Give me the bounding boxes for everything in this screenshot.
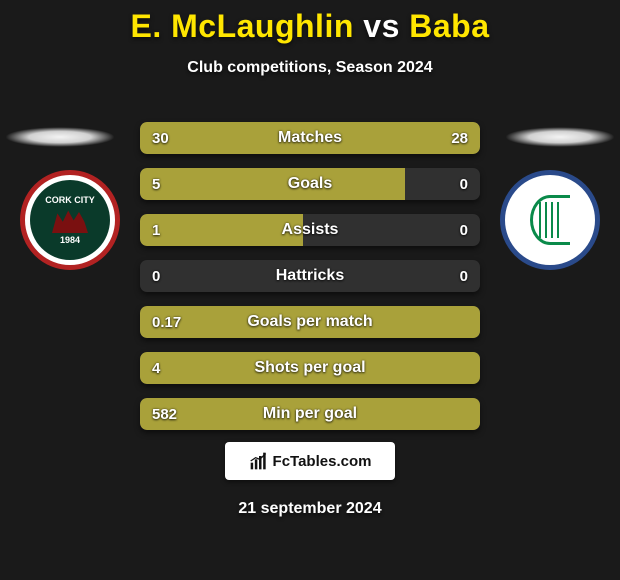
stat-label: Hattricks [140, 260, 480, 292]
harp-icon [530, 195, 570, 245]
stat-row: 0Hattricks0 [140, 260, 480, 292]
crest-right-inner [510, 180, 590, 260]
brand-badge: FcTables.com [225, 442, 395, 480]
player2-name: Baba [409, 8, 489, 44]
crest-shadow-left [5, 127, 115, 147]
stat-label: Goals [140, 168, 480, 200]
stat-row: 582Min per goal [140, 398, 480, 430]
subtitle: Club competitions, Season 2024 [0, 59, 620, 77]
brand-text: FcTables.com [273, 453, 372, 470]
stat-row: 5Goals0 [140, 168, 480, 200]
stat-row: 30Matches28 [140, 122, 480, 154]
chart-icon [249, 451, 269, 471]
crest-left-top-text: CORK CITY [45, 195, 95, 205]
club-crest-right [500, 170, 600, 270]
crest-left-graphic [52, 205, 88, 233]
crest-left-inner: CORK CITY 1984 [30, 180, 110, 260]
stat-row: 4Shots per goal [140, 352, 480, 384]
vs-text: vs [363, 8, 400, 44]
date-text: 21 september 2024 [0, 500, 620, 518]
crest-left-year: 1984 [60, 235, 80, 245]
comparison-title: E. McLaughlin vs Baba [0, 0, 620, 45]
crest-shadow-right [505, 127, 615, 147]
stat-row: 1Assists0 [140, 214, 480, 246]
stat-value-right: 0 [460, 214, 468, 246]
stat-row: 0.17Goals per match [140, 306, 480, 338]
stats-bars: 30Matches285Goals01Assists00Hattricks00.… [140, 122, 480, 444]
stat-value-right: 0 [460, 260, 468, 292]
stat-label: Matches [140, 122, 480, 154]
player1-name: E. McLaughlin [130, 8, 353, 44]
stat-value-right: 0 [460, 168, 468, 200]
club-crest-left: CORK CITY 1984 [20, 170, 120, 270]
stat-label: Shots per goal [140, 352, 480, 384]
stat-label: Assists [140, 214, 480, 246]
stat-value-right: 28 [451, 122, 468, 154]
stat-label: Goals per match [140, 306, 480, 338]
stat-label: Min per goal [140, 398, 480, 430]
